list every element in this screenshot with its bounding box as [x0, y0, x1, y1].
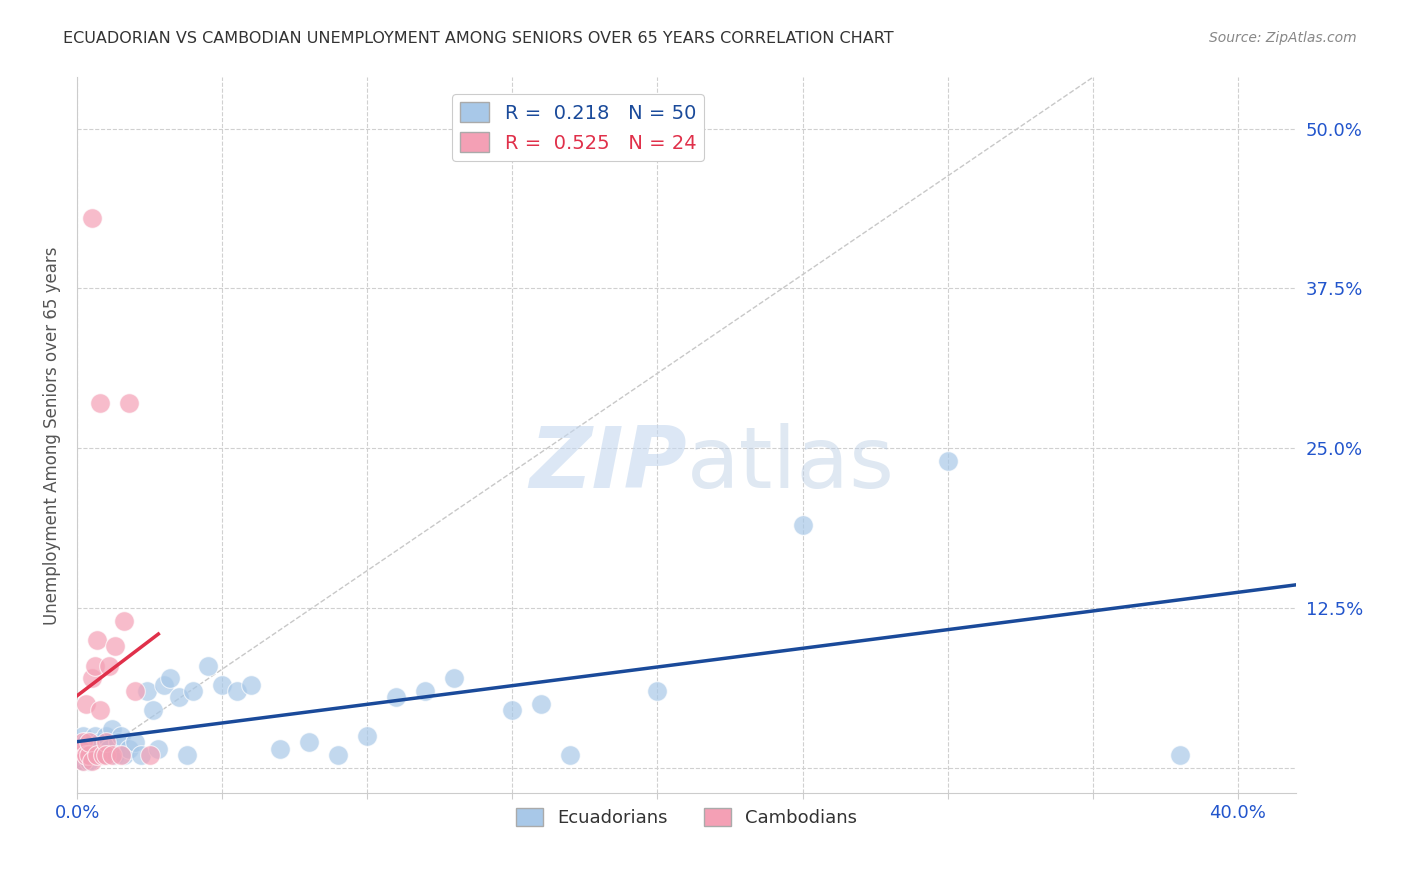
Point	[124, 684, 146, 698]
Point	[98, 741, 121, 756]
Point	[501, 703, 523, 717]
Point	[77, 735, 100, 749]
Y-axis label: Unemployment Among Seniors over 65 years: Unemployment Among Seniors over 65 years	[44, 246, 60, 624]
Point	[1168, 747, 1191, 762]
Point	[167, 690, 190, 705]
Point	[181, 684, 204, 698]
Point	[107, 735, 129, 749]
Point	[86, 741, 108, 756]
Point	[89, 703, 111, 717]
Point	[91, 747, 114, 762]
Point	[176, 747, 198, 762]
Point	[124, 735, 146, 749]
Point	[80, 755, 103, 769]
Point	[118, 741, 141, 756]
Point	[110, 747, 132, 762]
Point	[72, 755, 94, 769]
Point	[94, 747, 117, 762]
Point	[101, 747, 124, 762]
Point	[443, 671, 465, 685]
Point	[86, 632, 108, 647]
Point	[75, 735, 97, 749]
Point	[98, 658, 121, 673]
Point	[197, 658, 219, 673]
Point	[80, 735, 103, 749]
Point	[104, 640, 127, 654]
Point	[240, 678, 263, 692]
Text: ECUADORIAN VS CAMBODIAN UNEMPLOYMENT AMONG SENIORS OVER 65 YEARS CORRELATION CHA: ECUADORIAN VS CAMBODIAN UNEMPLOYMENT AMO…	[63, 31, 894, 46]
Point	[75, 747, 97, 762]
Point	[69, 741, 91, 756]
Point	[298, 735, 321, 749]
Point	[269, 741, 291, 756]
Legend: Ecuadorians, Cambodians: Ecuadorians, Cambodians	[509, 801, 865, 834]
Text: atlas: atlas	[686, 423, 894, 506]
Point	[135, 684, 157, 698]
Point	[83, 729, 105, 743]
Point	[101, 723, 124, 737]
Point	[89, 735, 111, 749]
Text: Source: ZipAtlas.com: Source: ZipAtlas.com	[1209, 31, 1357, 45]
Point	[75, 697, 97, 711]
Point	[75, 747, 97, 762]
Point	[328, 747, 350, 762]
Point	[77, 747, 100, 762]
Point	[129, 747, 152, 762]
Point	[936, 454, 959, 468]
Point	[112, 614, 135, 628]
Point	[72, 755, 94, 769]
Point	[530, 697, 553, 711]
Point	[86, 747, 108, 762]
Point	[89, 396, 111, 410]
Point	[792, 517, 814, 532]
Point	[211, 678, 233, 692]
Point	[69, 741, 91, 756]
Point	[385, 690, 408, 705]
Point	[80, 671, 103, 685]
Point	[153, 678, 176, 692]
Point	[72, 729, 94, 743]
Point	[94, 729, 117, 743]
Point	[94, 735, 117, 749]
Point	[148, 741, 170, 756]
Point	[80, 211, 103, 225]
Point	[104, 747, 127, 762]
Point	[83, 658, 105, 673]
Point	[91, 747, 114, 762]
Text: ZIP: ZIP	[529, 423, 686, 506]
Point	[159, 671, 181, 685]
Point	[356, 729, 378, 743]
Point	[112, 747, 135, 762]
Point	[72, 735, 94, 749]
Point	[110, 729, 132, 743]
Point	[560, 747, 582, 762]
Point	[138, 747, 160, 762]
Point	[77, 755, 100, 769]
Point	[83, 747, 105, 762]
Point	[141, 703, 163, 717]
Point	[225, 684, 247, 698]
Point	[413, 684, 436, 698]
Point	[77, 741, 100, 756]
Point	[80, 747, 103, 762]
Point	[118, 396, 141, 410]
Point	[647, 684, 669, 698]
